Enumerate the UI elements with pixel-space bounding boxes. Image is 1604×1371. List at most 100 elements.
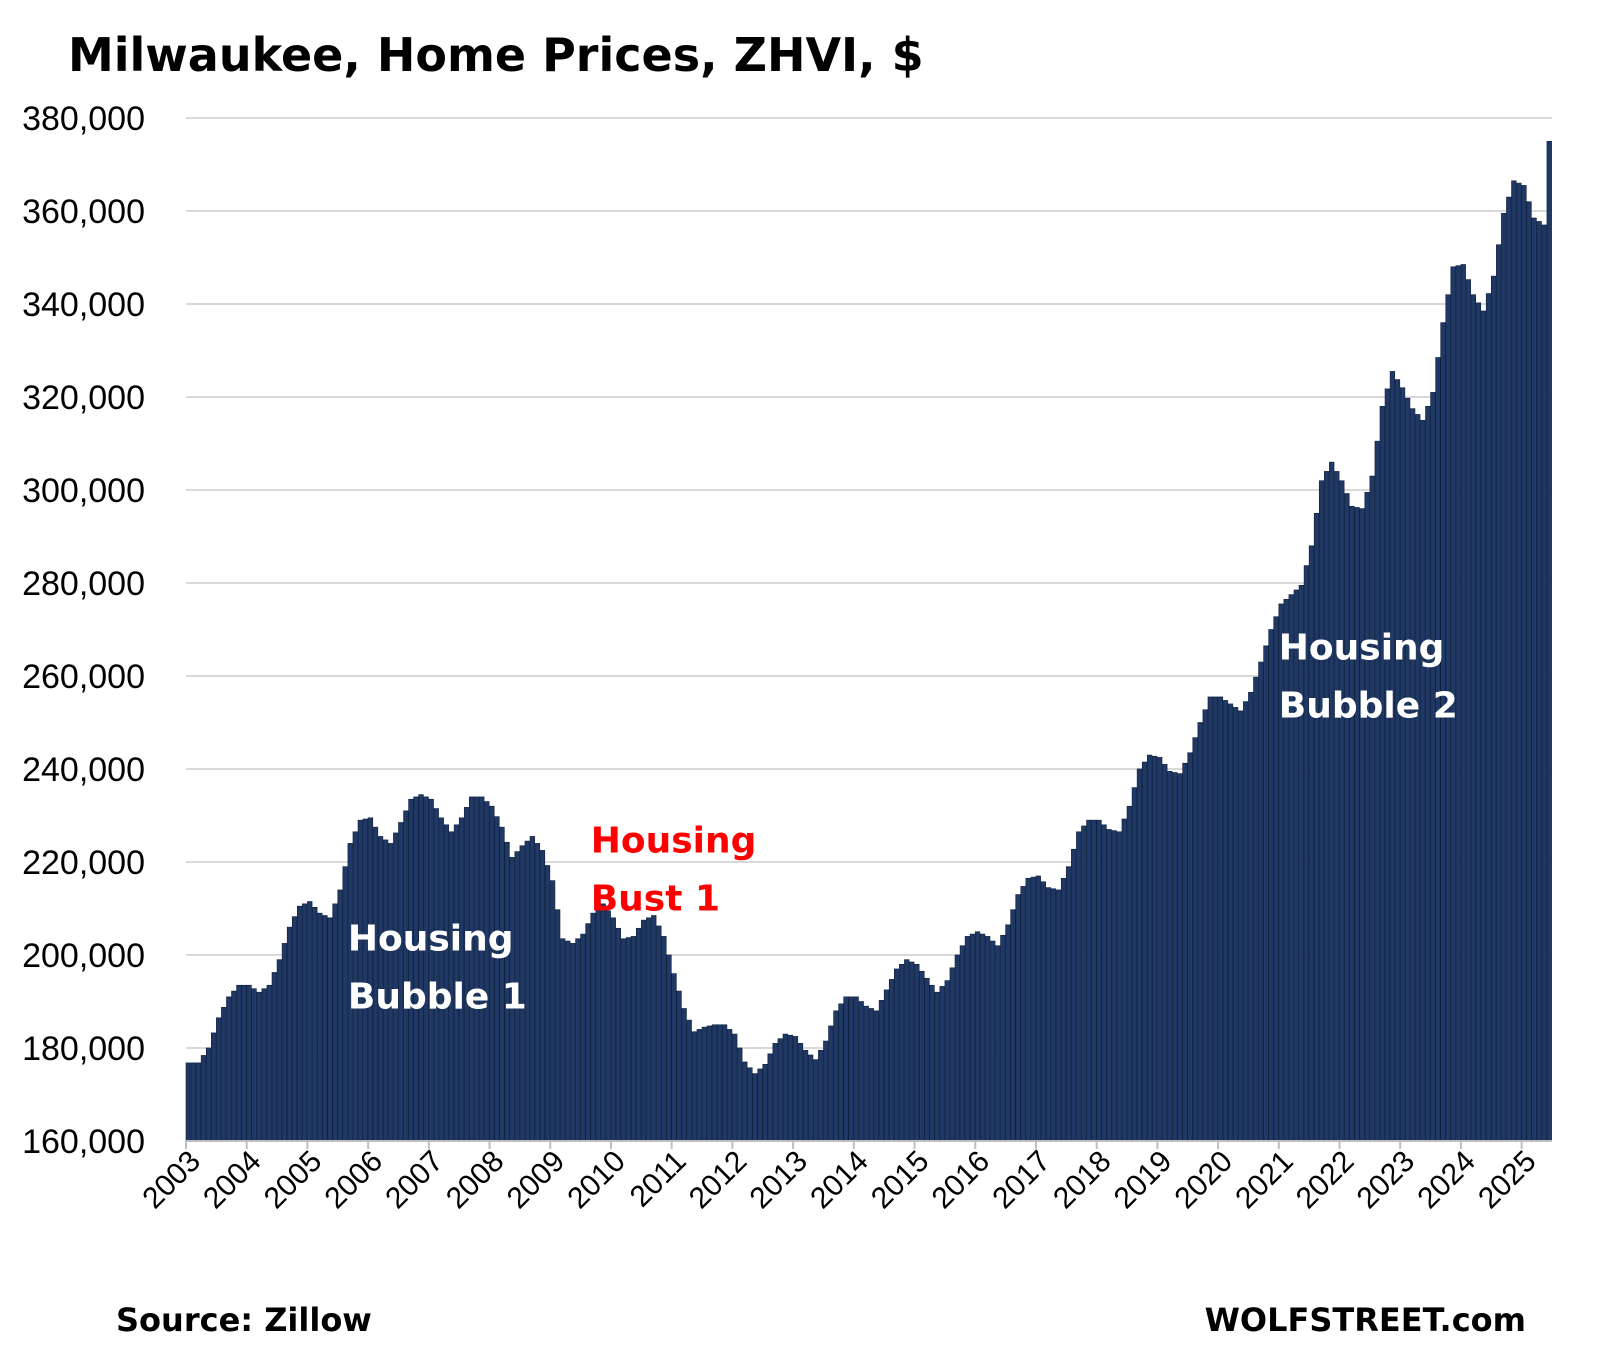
bar (1465, 279, 1471, 1142)
bar (418, 794, 424, 1142)
bar (595, 908, 601, 1142)
bar (625, 937, 632, 1142)
bar (342, 866, 348, 1142)
bar (909, 961, 915, 1142)
bar (1116, 831, 1122, 1142)
bar (848, 996, 854, 1142)
annotation-line: Bubble 1 (348, 976, 527, 1017)
bar (1460, 264, 1466, 1142)
x-tick-label: 2017 (986, 1145, 1057, 1216)
bar (661, 936, 667, 1142)
x-tick-label: 2014 (804, 1145, 875, 1216)
x-tick-label: 2004 (197, 1145, 268, 1216)
bar (575, 938, 581, 1142)
bar (691, 1031, 697, 1142)
bar (863, 1005, 869, 1142)
bar (534, 843, 541, 1142)
bar (752, 1073, 758, 1142)
bar (1126, 805, 1132, 1142)
bar (1399, 387, 1406, 1142)
x-tick-label: 2016 (926, 1145, 997, 1216)
bar (1339, 480, 1345, 1142)
y-tick-label: 260,000 (22, 658, 145, 696)
x-tick-label: 2005 (258, 1145, 329, 1216)
bar (1177, 773, 1183, 1142)
bar (742, 1061, 748, 1142)
bar (681, 1008, 687, 1142)
bar (883, 989, 890, 1142)
bar (205, 1047, 212, 1142)
bar (1541, 224, 1547, 1142)
y-tick-label: 240,000 (22, 751, 145, 789)
bar (195, 1062, 202, 1142)
bar (676, 990, 682, 1142)
bar (615, 927, 621, 1142)
bar (605, 910, 611, 1142)
bar (1111, 830, 1117, 1142)
bar (276, 959, 283, 1142)
bar (1222, 700, 1229, 1142)
x-tick-label: 2011 (624, 1145, 693, 1214)
bar (327, 917, 333, 1142)
bar (408, 798, 414, 1142)
annotation-line: Housing (348, 918, 514, 959)
bar (757, 1068, 763, 1142)
bar (1253, 676, 1259, 1142)
bar (893, 968, 900, 1142)
bar (904, 959, 910, 1142)
bar (1283, 598, 1289, 1142)
bar (979, 933, 986, 1142)
bar (1030, 876, 1036, 1142)
bar (1227, 703, 1234, 1142)
bar (291, 916, 298, 1142)
bar (1071, 848, 1077, 1142)
bar (797, 1043, 804, 1142)
bar (211, 1032, 217, 1142)
bar (1000, 934, 1006, 1142)
bar (807, 1054, 814, 1142)
bar (1232, 707, 1239, 1142)
bar (1349, 505, 1355, 1142)
bar (1172, 772, 1178, 1142)
bar (1364, 492, 1370, 1142)
bar (1055, 889, 1062, 1142)
bar (1197, 722, 1203, 1142)
x-tick-label: 2018 (1047, 1145, 1118, 1216)
bar (878, 1000, 885, 1142)
bar (787, 1034, 793, 1142)
bar (560, 938, 566, 1142)
y-tick-label: 360,000 (22, 193, 145, 231)
y-tick-label: 320,000 (22, 379, 145, 417)
bar (701, 1026, 707, 1142)
bar (1506, 196, 1512, 1142)
bar (929, 984, 935, 1142)
bar (716, 1024, 723, 1142)
bar (1496, 244, 1502, 1142)
bar (1010, 909, 1016, 1142)
bar (337, 889, 343, 1142)
bar (641, 919, 647, 1142)
bar (544, 865, 551, 1142)
bar (1435, 357, 1441, 1142)
bar (1475, 302, 1482, 1142)
bar (1040, 881, 1046, 1142)
bar (888, 979, 895, 1142)
y-tick-label: 300,000 (22, 472, 145, 510)
bar (1480, 310, 1487, 1142)
bar (539, 850, 546, 1142)
bar (484, 801, 490, 1142)
bar (792, 1036, 799, 1142)
bar (727, 1029, 733, 1142)
bar (711, 1024, 718, 1142)
bar (635, 927, 642, 1142)
bar (200, 1055, 207, 1142)
bar (565, 940, 571, 1142)
bar (656, 925, 662, 1142)
bar (646, 917, 652, 1142)
bar (1470, 294, 1477, 1142)
bar (1076, 831, 1082, 1142)
bar (1167, 771, 1173, 1142)
bar (1025, 877, 1031, 1142)
bar (1192, 737, 1198, 1142)
bar (939, 986, 945, 1142)
